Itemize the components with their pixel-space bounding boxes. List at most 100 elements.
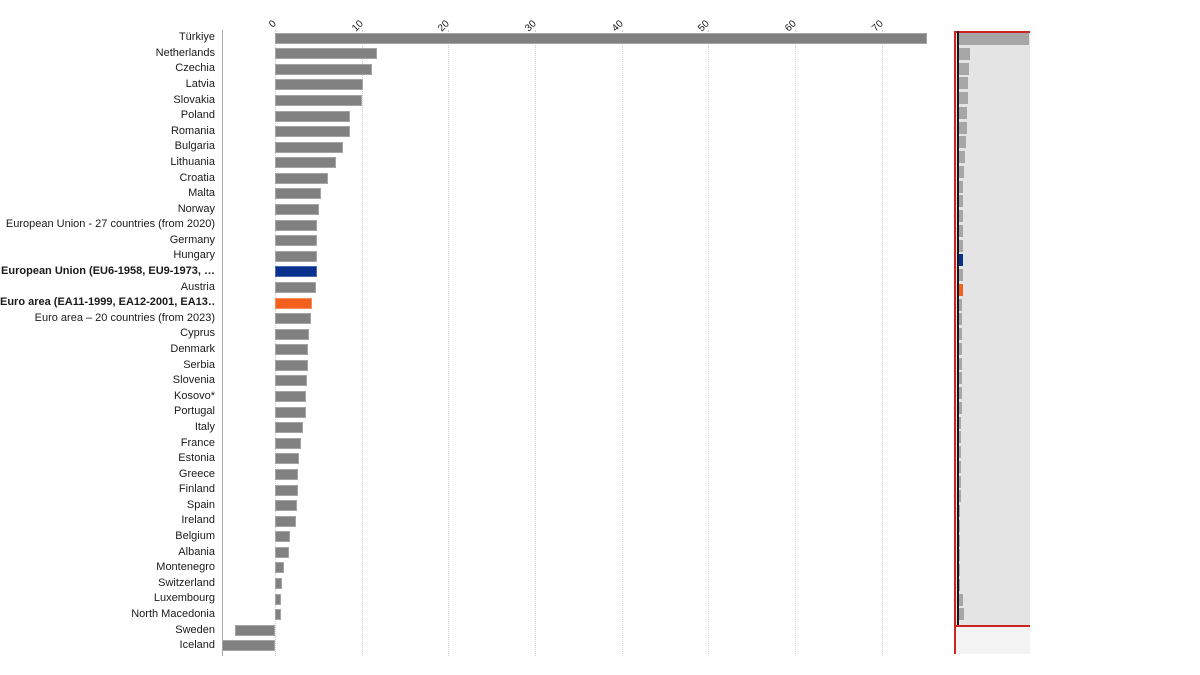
bar[interactable]: [275, 157, 336, 169]
navigator-mini-bar: [958, 342, 963, 355]
category-label: Lithuania: [170, 155, 215, 168]
bar[interactable]: [275, 110, 351, 122]
navigator-mini-bar: [958, 224, 964, 237]
bar[interactable]: [275, 500, 297, 512]
bar[interactable]: [275, 578, 282, 590]
bar[interactable]: [275, 468, 299, 480]
grid-line: [534, 30, 536, 656]
bar[interactable]: [275, 422, 303, 434]
navigator-range[interactable]: [954, 31, 1030, 625]
bar[interactable]: [275, 375, 308, 387]
category-label: Ireland: [181, 514, 215, 527]
navigator-mini-bar: [958, 298, 963, 311]
plot-area: 0 10 20 30 40 50 60 70 Türkiye Netherlands Czechia…: [0, 18, 927, 656]
bar[interactable]: [275, 235, 318, 247]
navigator-mini-bar: [958, 195, 964, 208]
navigator-frame-left: [954, 31, 956, 654]
navigator-mini-bar: [958, 180, 964, 193]
grid-line: [275, 30, 276, 656]
bar[interactable]: [275, 391, 307, 403]
bar[interactable]: [275, 250, 318, 262]
bar[interactable]: [275, 204, 320, 216]
category-label: Romania: [170, 124, 215, 137]
bar[interactable]: [275, 281, 316, 293]
category-label: Albania: [178, 545, 215, 558]
category-label: Luxembourg: [153, 592, 215, 605]
category-label: Hungary: [173, 249, 215, 262]
bar[interactable]: [235, 624, 275, 636]
bar[interactable]: [275, 32, 927, 44]
bar[interactable]: [275, 562, 284, 574]
bar[interactable]: [275, 172, 328, 184]
category-label: Slovakia: [173, 93, 215, 106]
navigator-mini-bar: [958, 151, 966, 163]
navigator-mini-bar: [958, 62, 970, 75]
bar[interactable]: [275, 515, 296, 527]
bar[interactable]: [275, 344, 308, 356]
category-label: Malta: [188, 187, 215, 200]
navigator-mini-bar: [958, 328, 963, 340]
bar[interactable]: [275, 79, 364, 91]
category-label: Cyprus: [180, 327, 215, 340]
category-label: Sweden: [175, 623, 215, 636]
category-label: Switzerland: [158, 576, 215, 589]
category-label: France: [180, 436, 215, 449]
grid-line: [794, 30, 796, 656]
navigator-mini-bar: [958, 92, 968, 104]
navigator-mini-bar: [958, 239, 964, 252]
x-tick-label: 0: [267, 18, 279, 31]
category-label: European Union - 27 countries (from 2020…: [5, 218, 215, 231]
navigator-axis-line: [956, 31, 959, 625]
navigator-mini-bar: [958, 475, 961, 488]
bar[interactable]: [275, 531, 290, 543]
bar[interactable]: [275, 609, 282, 621]
bar[interactable]: [275, 94, 362, 106]
category-label: Estonia: [178, 452, 215, 465]
navigator-mini-bar: [958, 387, 962, 399]
bar[interactable]: [275, 126, 350, 138]
navigator-mini-bar: [958, 593, 963, 606]
navigator-mini-bar: [958, 446, 962, 458]
bar[interactable]: [275, 406, 307, 418]
bar[interactable]: [275, 219, 318, 231]
grid-line: [448, 30, 450, 656]
bar[interactable]: [275, 437, 301, 449]
bar[interactable]: [275, 546, 289, 558]
category-label: Belgium: [175, 530, 215, 543]
bar[interactable]: [275, 328, 309, 340]
bar[interactable]: [275, 188, 321, 200]
category-label: Greece: [178, 467, 215, 480]
category-label: Denmark: [170, 343, 215, 355]
bar[interactable]: [275, 593, 282, 605]
bar[interactable]: [275, 484, 298, 496]
category-label: Latvia: [185, 78, 215, 91]
category-label: Finland: [178, 483, 215, 496]
navigator-mini-bar: [958, 519, 960, 532]
navigator-mini-bar: [958, 578, 960, 591]
navigator-mini-bar: [958, 77, 969, 90]
bar[interactable]: [275, 63, 373, 75]
navigator-viewport-handle[interactable]: [954, 625, 1030, 627]
category-label: Türkiye: [178, 31, 215, 44]
navigator-mini-bar: [958, 505, 961, 517]
category-label: Portugal: [174, 405, 215, 418]
navigator-mini-bar: [958, 47, 970, 60]
bar[interactable]: [275, 48, 378, 60]
bar[interactable]: [275, 141, 344, 153]
bar[interactable]: [275, 359, 308, 371]
navigator-mini-bar: [958, 549, 960, 562]
navigator-mini-bar: [958, 136, 966, 149]
bar[interactable]: [275, 266, 317, 278]
navigator-outside-range[interactable]: [954, 625, 1030, 654]
navigator-mini-bar: [958, 269, 963, 281]
category-label: Spain: [186, 498, 215, 511]
category-label: Serbia: [183, 358, 215, 371]
bar[interactable]: [275, 297, 313, 309]
bar[interactable]: [222, 640, 275, 652]
grid-line: [708, 30, 710, 656]
bar[interactable]: [275, 453, 300, 465]
category-label: Slovenia: [172, 374, 215, 387]
bar[interactable]: [275, 313, 312, 325]
category-label: Poland: [180, 109, 215, 122]
navigator-frame-top: [954, 31, 1030, 33]
